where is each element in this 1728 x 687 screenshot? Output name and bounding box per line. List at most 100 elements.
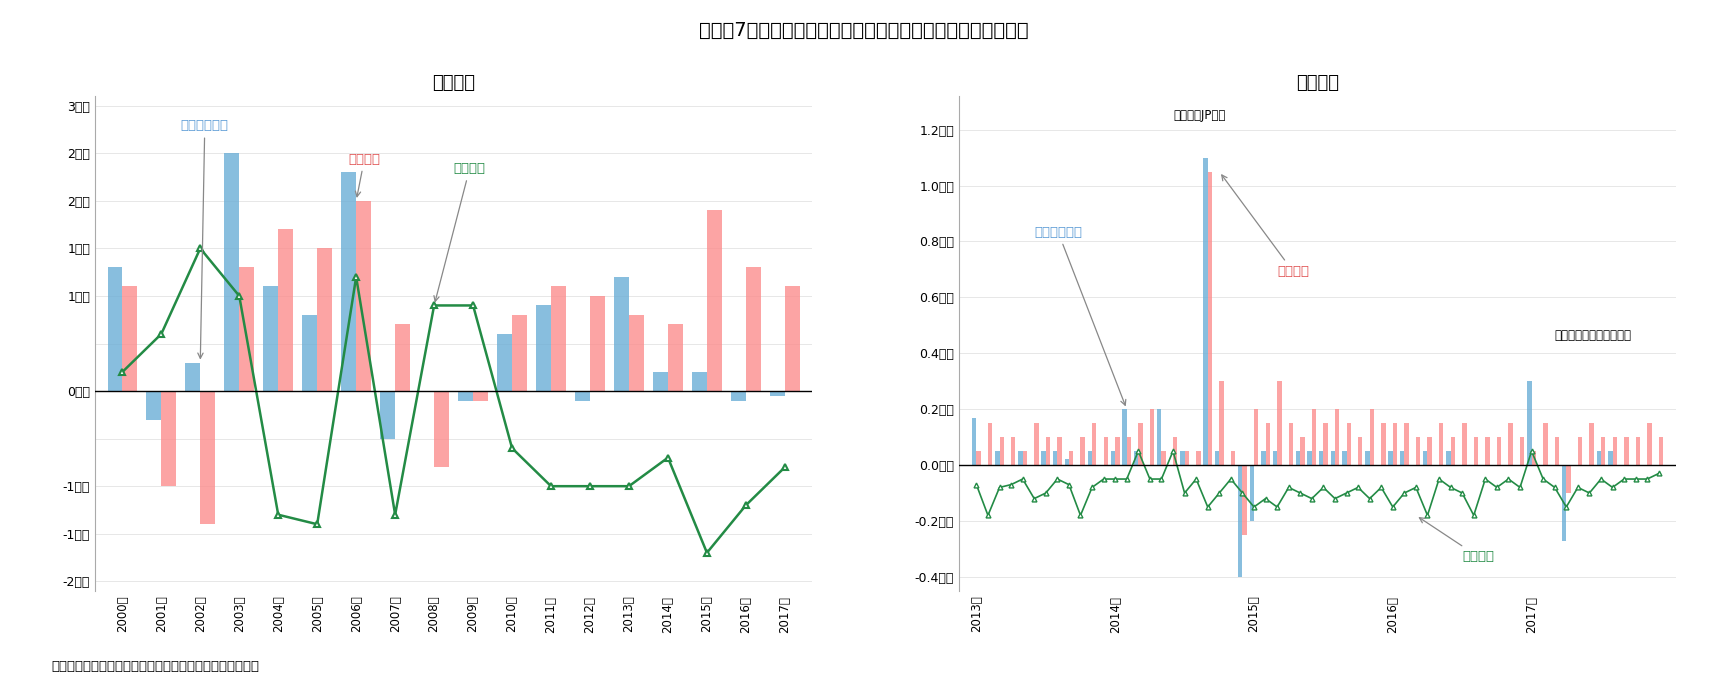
Bar	[1528, 381, 1531, 465]
Bar	[707, 210, 722, 391]
Bar	[1531, 451, 1536, 465]
Bar	[225, 153, 238, 391]
Bar	[1566, 465, 1571, 493]
Bar	[1400, 451, 1405, 465]
Bar	[1424, 451, 1427, 465]
Bar	[1203, 157, 1208, 465]
Bar	[1324, 423, 1327, 465]
Bar	[1388, 451, 1393, 465]
Bar	[1331, 451, 1336, 465]
Bar	[1111, 451, 1115, 465]
Bar	[1018, 451, 1023, 465]
Bar	[1161, 451, 1166, 465]
Bar	[1215, 451, 1220, 465]
Bar	[1265, 423, 1270, 465]
Bar	[1080, 437, 1085, 465]
Bar	[1208, 172, 1211, 465]
Bar	[669, 324, 683, 391]
Bar	[1023, 451, 1026, 465]
Bar	[1597, 451, 1600, 465]
Bar	[1158, 409, 1161, 465]
Bar	[1462, 423, 1467, 465]
Bar	[458, 391, 473, 401]
Bar	[1134, 451, 1139, 465]
Text: 札幌三井JPビル: 札幌三井JPビル	[1173, 109, 1225, 122]
Bar	[342, 172, 356, 391]
Bar	[1590, 423, 1593, 465]
Bar	[1139, 423, 1142, 465]
Bar	[1450, 437, 1455, 465]
Bar	[356, 201, 372, 391]
Bar	[1486, 437, 1490, 465]
Bar	[1439, 423, 1443, 465]
Bar	[1277, 381, 1282, 465]
Bar	[396, 324, 410, 391]
Text: 賃貸可能面積: 賃貸可能面積	[181, 120, 228, 359]
Bar	[1474, 437, 1477, 465]
Bar	[1042, 451, 1045, 465]
Bar	[1370, 409, 1374, 465]
Bar	[771, 391, 785, 396]
Bar	[1123, 409, 1127, 465]
Bar	[1343, 451, 1346, 465]
Bar	[551, 286, 565, 391]
Bar	[971, 418, 976, 465]
Bar	[1509, 423, 1512, 465]
Bar	[999, 437, 1004, 465]
Bar	[1296, 451, 1299, 465]
Bar	[1289, 423, 1293, 465]
Bar	[1600, 437, 1605, 465]
Bar	[1173, 437, 1177, 465]
Bar	[1446, 451, 1450, 465]
Bar	[1381, 423, 1386, 465]
Bar	[1149, 409, 1154, 465]
Bar	[536, 306, 551, 391]
Bar	[511, 315, 527, 391]
Bar	[1185, 451, 1189, 465]
Bar	[1358, 437, 1362, 465]
Bar	[185, 363, 200, 391]
Bar	[1249, 465, 1255, 521]
Bar	[107, 267, 123, 391]
Bar	[575, 391, 589, 401]
Bar	[1115, 437, 1120, 465]
Bar	[1415, 437, 1420, 465]
Bar	[473, 391, 487, 401]
Bar	[1318, 451, 1324, 465]
Bar	[1405, 423, 1408, 465]
Bar	[1196, 451, 1201, 465]
Bar	[613, 277, 629, 391]
Bar	[380, 391, 396, 438]
Title: ＜年次＞: ＜年次＞	[432, 74, 475, 92]
Bar	[238, 267, 254, 391]
Bar	[976, 451, 982, 465]
Bar	[1636, 437, 1640, 465]
Bar	[200, 391, 214, 524]
Bar	[1274, 451, 1277, 465]
Bar	[1104, 437, 1108, 465]
Bar	[278, 229, 294, 391]
Title: ＜月次＞: ＜月次＞	[1296, 74, 1339, 92]
Bar	[1230, 451, 1236, 465]
Bar	[1092, 423, 1097, 465]
Bar	[1312, 409, 1317, 465]
Bar	[1180, 451, 1185, 465]
Text: （出所）三鬼商事のデータを基にニッセイ基礎研究所作成: （出所）三鬼商事のデータを基にニッセイ基礎研究所作成	[52, 660, 259, 673]
Bar	[1427, 437, 1433, 465]
Bar	[1346, 423, 1351, 465]
Bar	[263, 286, 278, 391]
Bar	[161, 391, 176, 486]
Bar	[1562, 465, 1566, 541]
Bar	[1578, 437, 1583, 465]
Bar	[1220, 381, 1223, 465]
Bar	[1261, 451, 1265, 465]
Bar	[629, 315, 645, 391]
Bar	[1058, 437, 1061, 465]
Bar	[1609, 451, 1612, 465]
Bar	[1011, 437, 1016, 465]
Bar	[746, 267, 760, 391]
Text: 賃貸面積: 賃貸面積	[349, 153, 380, 196]
Bar	[693, 372, 707, 391]
Bar	[1543, 423, 1548, 465]
Bar	[1070, 451, 1073, 465]
